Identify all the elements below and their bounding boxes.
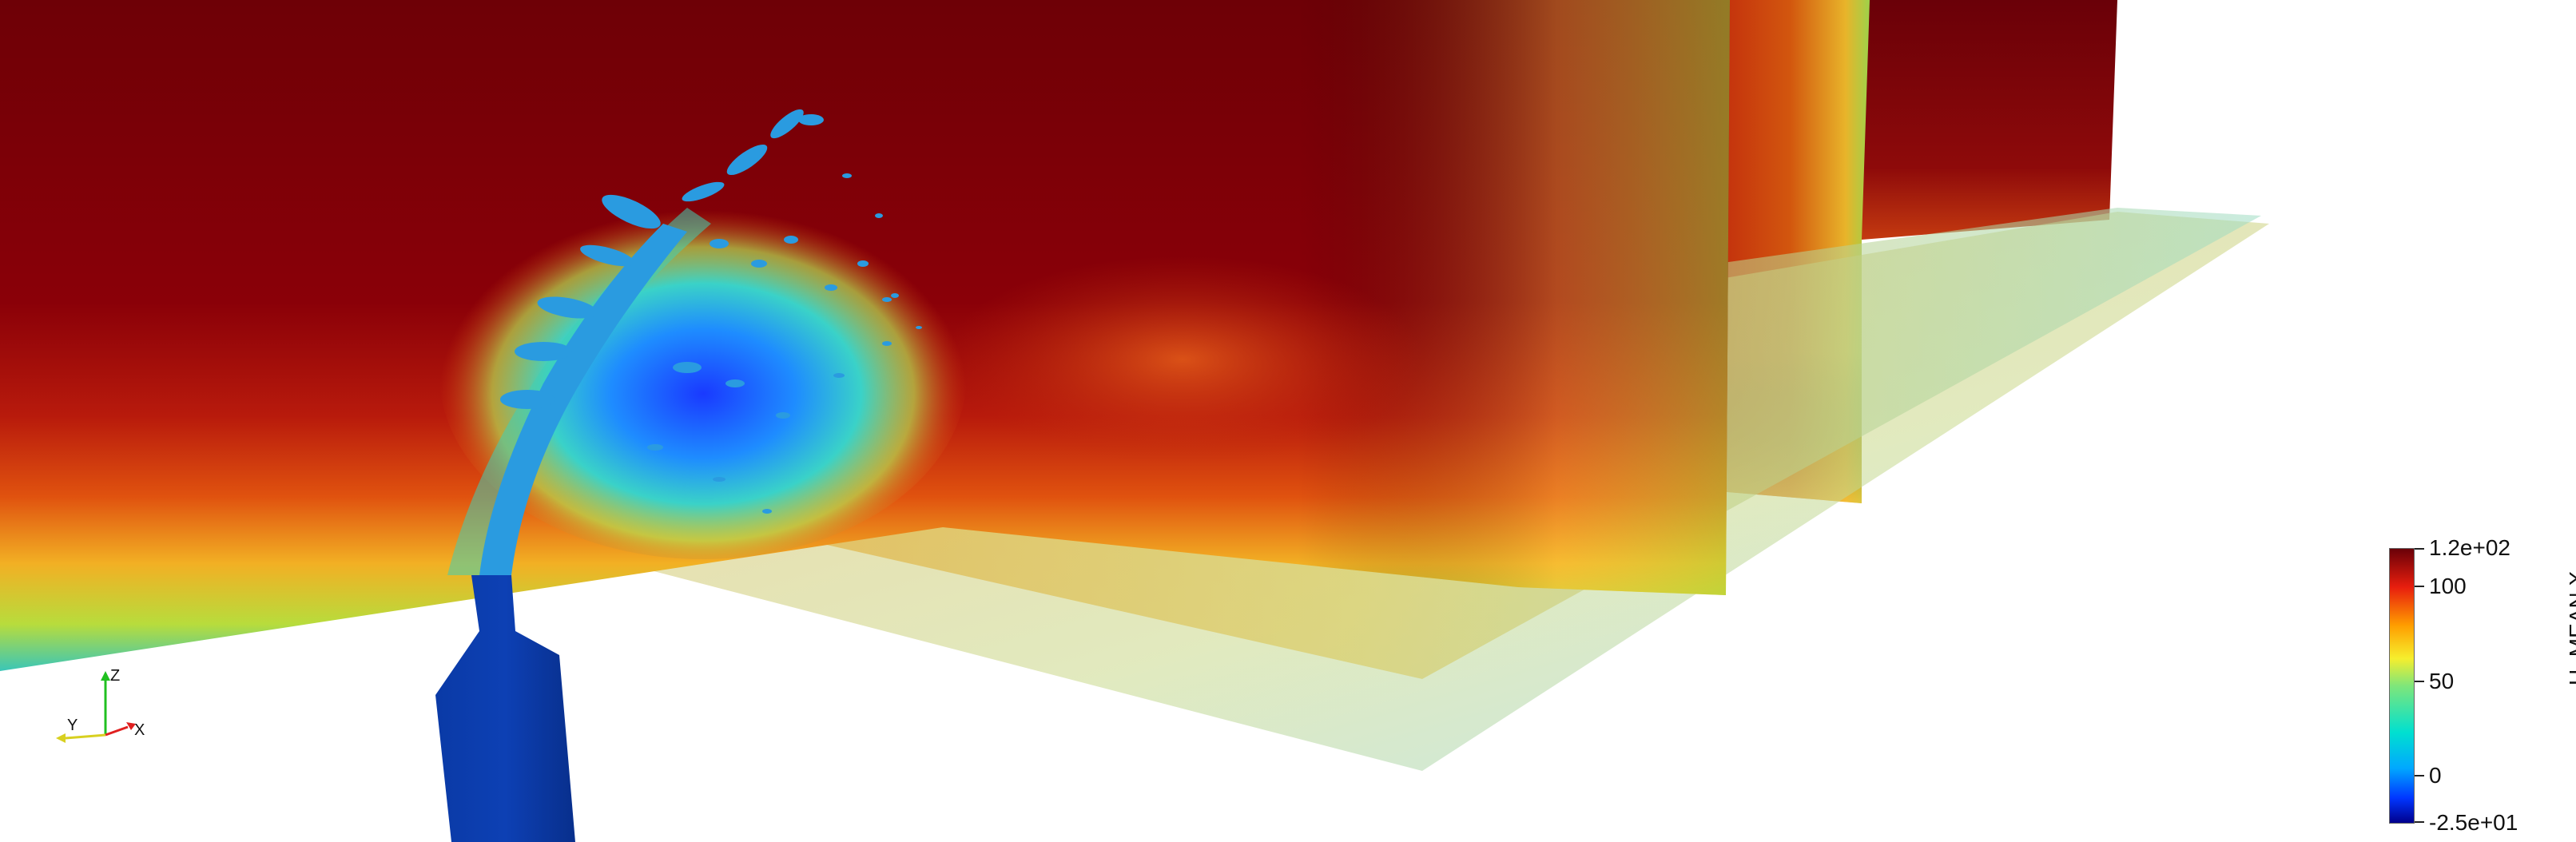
- legend-label-0: 0: [2429, 763, 2442, 788]
- jet-bow-shock: [447, 208, 711, 575]
- liquid-jet-isosurface: [479, 224, 687, 575]
- orientation-axes: Z X Y: [56, 667, 145, 743]
- injector-nozzle[interactable]: [435, 575, 575, 842]
- tick-50: [2415, 681, 2424, 682]
- colormap-bar: [2389, 548, 2415, 824]
- legend-min-label: -2.5e+01: [2429, 810, 2518, 835]
- color-legend[interactable]: 1.2e+02 100 50 0 -2.5e+01 U_MEAN X: [2365, 534, 2576, 837]
- y-axis-line: [65, 733, 106, 740]
- legend-max-label: 1.2e+02: [2429, 535, 2510, 560]
- tick-min: [2415, 821, 2424, 823]
- jet-core-field: [439, 192, 967, 559]
- z-axis-label: Z: [110, 667, 120, 685]
- tick-100: [2415, 586, 2424, 587]
- y-axis-arrow: [56, 733, 66, 743]
- legend-label-50: 50: [2429, 669, 2455, 693]
- z-axis-arrow: [101, 671, 110, 681]
- legend-label-100: 100: [2429, 574, 2467, 598]
- legend-title: U_MEAN X: [2565, 571, 2576, 685]
- x-axis-label: X: [134, 721, 145, 739]
- far-vertical-slice: [1862, 0, 2117, 240]
- y-axis-label: Y: [67, 717, 78, 734]
- isosurface-droplets: [500, 109, 922, 514]
- warm-region: [943, 256, 1422, 463]
- tick-max: [2415, 548, 2424, 550]
- tick-0: [2415, 775, 2424, 776]
- x-axis-line: [105, 725, 129, 737]
- x-axis-arrow: [126, 722, 136, 730]
